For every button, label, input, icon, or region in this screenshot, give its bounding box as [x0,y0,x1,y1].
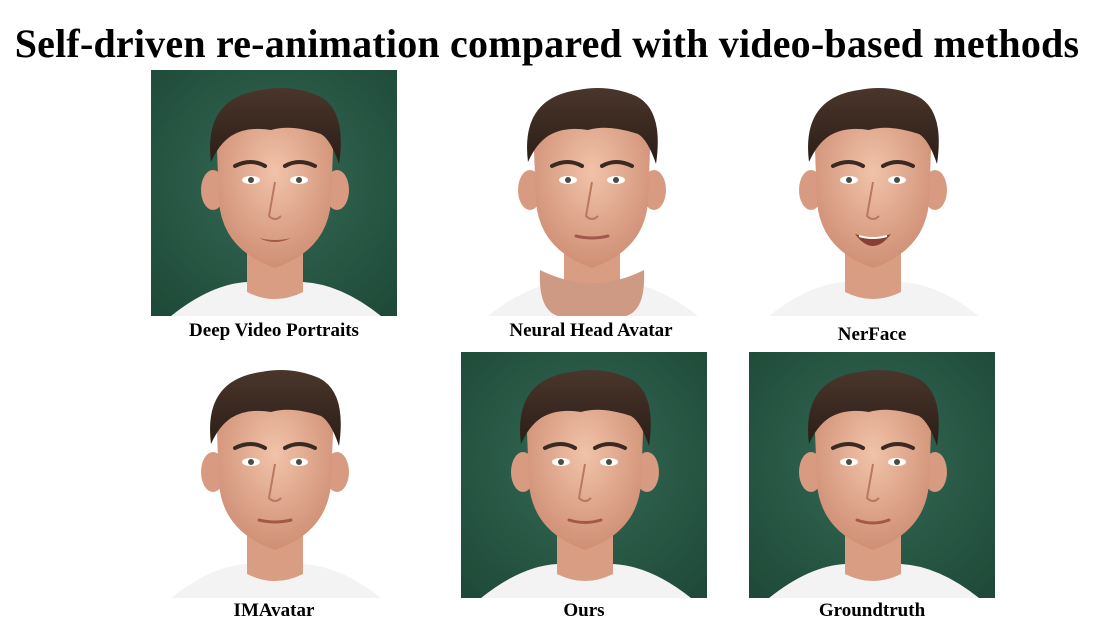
caption-imavatar: IMAvatar [233,600,315,621]
portrait-deep-video-portraits [151,70,397,316]
caption-neural-head-avatar: Neural Head Avatar [509,320,673,341]
caption-groundtruth: Groundtruth [818,600,926,621]
portrait-imavatar [151,352,397,598]
portrait-neural-head-avatar [468,70,714,316]
caption-nerface: NerFace [837,324,907,345]
caption-deep-video-portraits: Deep Video Portraits [189,320,359,341]
caption-ours: Ours [563,600,605,621]
portrait-groundtruth [749,352,995,598]
portrait-nerface [749,70,995,316]
portrait-ours [461,352,707,598]
page-title: Self-driven re-animation compared with v… [14,21,1080,66]
